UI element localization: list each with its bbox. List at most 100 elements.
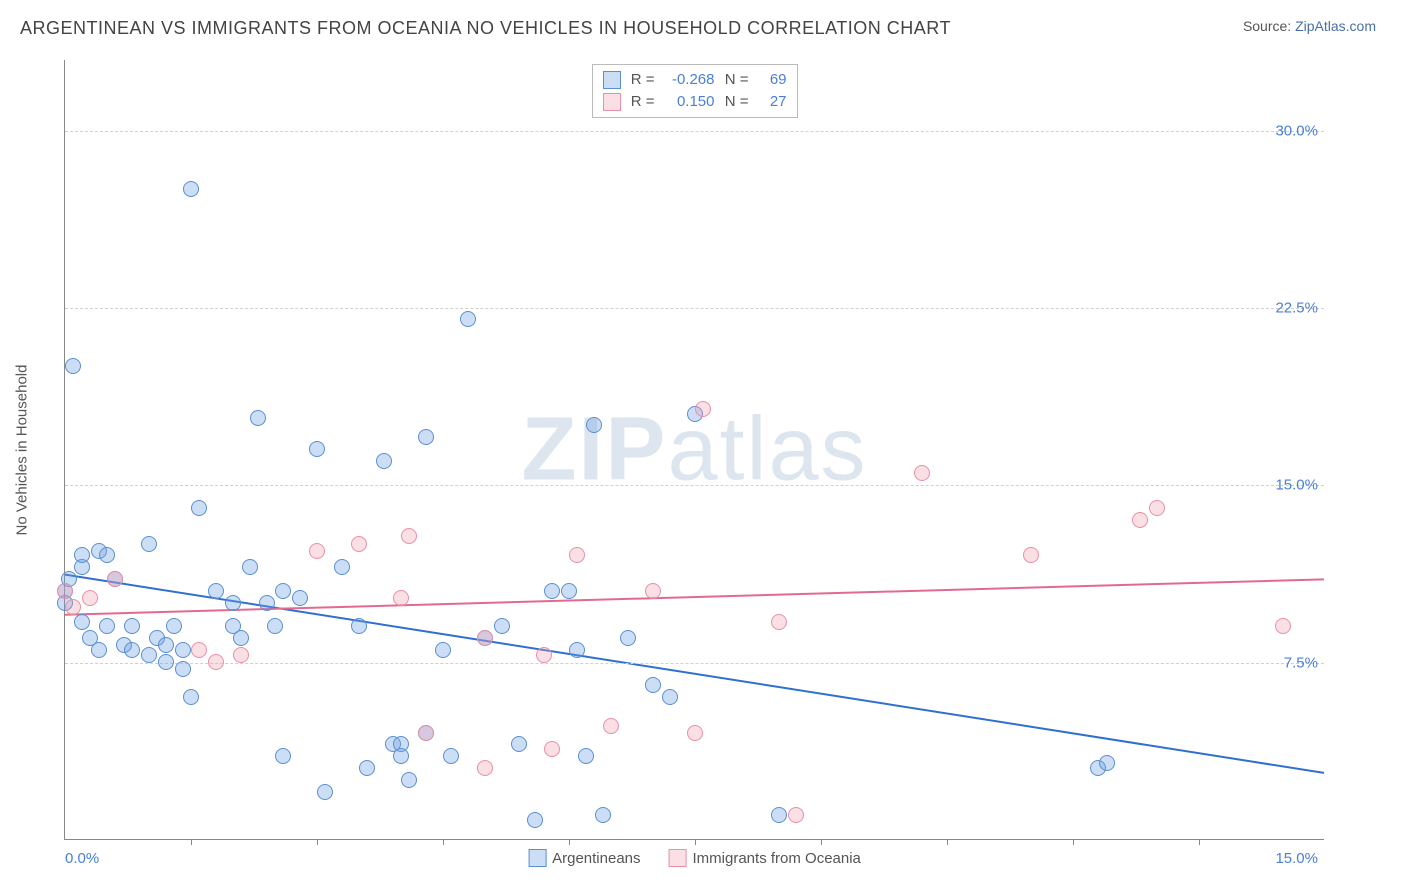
data-point <box>82 590 98 606</box>
legend-label: Argentineans <box>552 850 640 867</box>
stats-row: R =0.150N =27 <box>603 91 787 113</box>
trend-line <box>65 579 1324 614</box>
data-point <box>477 760 493 776</box>
data-point <box>141 647 157 663</box>
y-tick-label: 7.5% <box>1284 654 1318 671</box>
data-point <box>65 599 81 615</box>
stat-n-label: N = <box>723 91 749 113</box>
chart-area: No Vehicles in Household ZIPatlas R =-0.… <box>50 60 1330 840</box>
x-min-label: 0.0% <box>65 850 99 867</box>
data-point <box>595 807 611 823</box>
legend-item: Argentineans <box>528 849 640 867</box>
source-label: Source: <box>1243 18 1295 34</box>
data-point <box>418 429 434 445</box>
data-point <box>393 748 409 764</box>
data-point <box>645 583 661 599</box>
data-point <box>158 637 174 653</box>
y-axis-label: No Vehicles in Household <box>14 365 31 536</box>
x-max-label: 15.0% <box>1275 850 1318 867</box>
data-point <box>191 500 207 516</box>
data-point <box>175 642 191 658</box>
data-point <box>91 642 107 658</box>
data-point <box>460 311 476 327</box>
data-point <box>275 748 291 764</box>
stat-n-value: 69 <box>757 69 787 91</box>
data-point <box>687 725 703 741</box>
data-point <box>586 417 602 433</box>
bottom-legend: Argentineans Immigrants from Oceania <box>528 849 861 867</box>
data-point <box>477 630 493 646</box>
grid-line <box>65 131 1324 132</box>
stat-n-label: N = <box>723 69 749 91</box>
data-point <box>267 618 283 634</box>
data-point <box>259 595 275 611</box>
legend-label: Immigrants from Oceania <box>693 850 861 867</box>
data-point <box>662 689 678 705</box>
trend-lines <box>65 60 1324 839</box>
data-point <box>544 741 560 757</box>
data-point <box>561 583 577 599</box>
data-point <box>620 630 636 646</box>
data-point <box>401 528 417 544</box>
data-point <box>292 590 308 606</box>
data-point <box>771 614 787 630</box>
data-point <box>99 618 115 634</box>
data-point <box>107 571 123 587</box>
source-link[interactable]: ZipAtlas.com <box>1295 18 1376 34</box>
data-point <box>645 677 661 693</box>
data-point <box>1132 512 1148 528</box>
data-point <box>208 583 224 599</box>
data-point <box>511 736 527 752</box>
grid-line <box>65 308 1324 309</box>
data-point <box>359 760 375 776</box>
data-point <box>275 583 291 599</box>
y-tick-label: 15.0% <box>1275 477 1318 494</box>
data-point <box>1023 547 1039 563</box>
data-point <box>225 595 241 611</box>
data-point <box>124 642 140 658</box>
source: Source: ZipAtlas.com <box>1243 18 1376 34</box>
legend-swatch <box>603 93 621 111</box>
data-point <box>494 618 510 634</box>
x-tick <box>821 839 822 845</box>
data-point <box>74 547 90 563</box>
legend-item: Immigrants from Oceania <box>669 849 861 867</box>
data-point <box>351 618 367 634</box>
grid-line <box>65 663 1324 664</box>
data-point <box>317 784 333 800</box>
data-point <box>74 614 90 630</box>
legend-swatch <box>528 849 546 867</box>
x-tick <box>317 839 318 845</box>
data-point <box>914 465 930 481</box>
data-point <box>166 618 182 634</box>
x-tick <box>1199 839 1200 845</box>
data-point <box>435 642 451 658</box>
data-point <box>544 583 560 599</box>
stat-r-label: R = <box>629 69 655 91</box>
data-point <box>208 654 224 670</box>
data-point <box>158 654 174 670</box>
data-point <box>141 536 157 552</box>
x-tick <box>947 839 948 845</box>
data-point <box>443 748 459 764</box>
data-point <box>309 441 325 457</box>
data-point <box>1099 755 1115 771</box>
data-point <box>376 453 392 469</box>
data-point <box>233 630 249 646</box>
plot-region: ZIPatlas R =-0.268N =69R =0.150N =27 0.0… <box>64 60 1324 840</box>
legend-swatch <box>603 71 621 89</box>
stats-legend: R =-0.268N =69R =0.150N =27 <box>592 64 798 118</box>
data-point <box>569 547 585 563</box>
data-point <box>578 748 594 764</box>
data-point <box>309 543 325 559</box>
header: ARGENTINEAN VS IMMIGRANTS FROM OCEANIA N… <box>0 0 1406 39</box>
data-point <box>233 647 249 663</box>
data-point <box>418 725 434 741</box>
data-point <box>183 181 199 197</box>
trend-line <box>65 575 1324 773</box>
x-tick <box>191 839 192 845</box>
y-tick-label: 30.0% <box>1275 122 1318 139</box>
data-point <box>393 590 409 606</box>
data-point <box>401 772 417 788</box>
data-point <box>527 812 543 828</box>
